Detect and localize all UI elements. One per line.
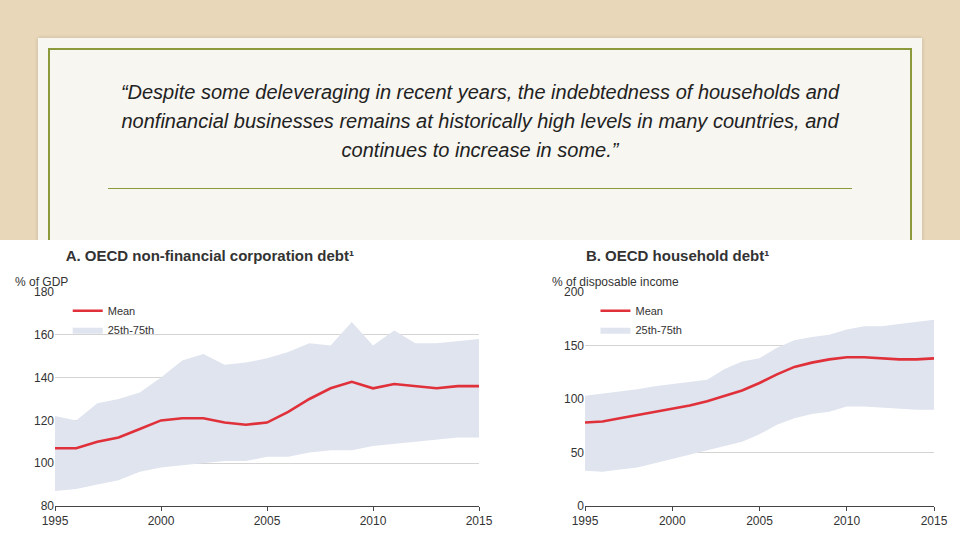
svg-text:% of disposable income: % of disposable income bbox=[552, 275, 679, 289]
svg-text:2010: 2010 bbox=[360, 514, 387, 528]
svg-text:% of GDP: % of GDP bbox=[15, 275, 68, 289]
svg-text:2015: 2015 bbox=[466, 514, 493, 528]
svg-text:180: 180 bbox=[34, 285, 54, 299]
svg-text:80: 80 bbox=[41, 499, 55, 513]
svg-text:1995: 1995 bbox=[42, 514, 69, 528]
svg-text:A. OECD non-financial corporat: A. OECD non-financial corporation debt¹ bbox=[66, 247, 354, 264]
svg-text:100: 100 bbox=[564, 392, 584, 406]
svg-text:2005: 2005 bbox=[746, 514, 773, 528]
svg-text:2005: 2005 bbox=[254, 514, 281, 528]
svg-text:160: 160 bbox=[34, 328, 54, 342]
svg-text:Mean: Mean bbox=[108, 305, 136, 317]
svg-text:200: 200 bbox=[564, 285, 584, 299]
svg-text:150: 150 bbox=[564, 339, 584, 353]
svg-text:25th-75th: 25th-75th bbox=[635, 324, 681, 336]
svg-text:2015: 2015 bbox=[921, 514, 948, 528]
svg-text:2010: 2010 bbox=[833, 514, 860, 528]
svg-text:B. OECD household debt¹: B. OECD household debt¹ bbox=[586, 247, 769, 264]
svg-text:100: 100 bbox=[34, 456, 54, 470]
svg-text:1995: 1995 bbox=[572, 514, 599, 528]
svg-text:25th-75th: 25th-75th bbox=[108, 324, 154, 336]
svg-text:50: 50 bbox=[571, 446, 585, 460]
svg-text:120: 120 bbox=[34, 414, 54, 428]
svg-text:2000: 2000 bbox=[659, 514, 686, 528]
svg-text:Mean: Mean bbox=[635, 305, 663, 317]
svg-text:140: 140 bbox=[34, 371, 54, 385]
svg-text:0: 0 bbox=[577, 499, 584, 513]
html-text:“Despite some deleveraging in: “Despite some deleveraging in recent yea… bbox=[120, 81, 840, 161]
svg-text:2000: 2000 bbox=[148, 514, 175, 528]
